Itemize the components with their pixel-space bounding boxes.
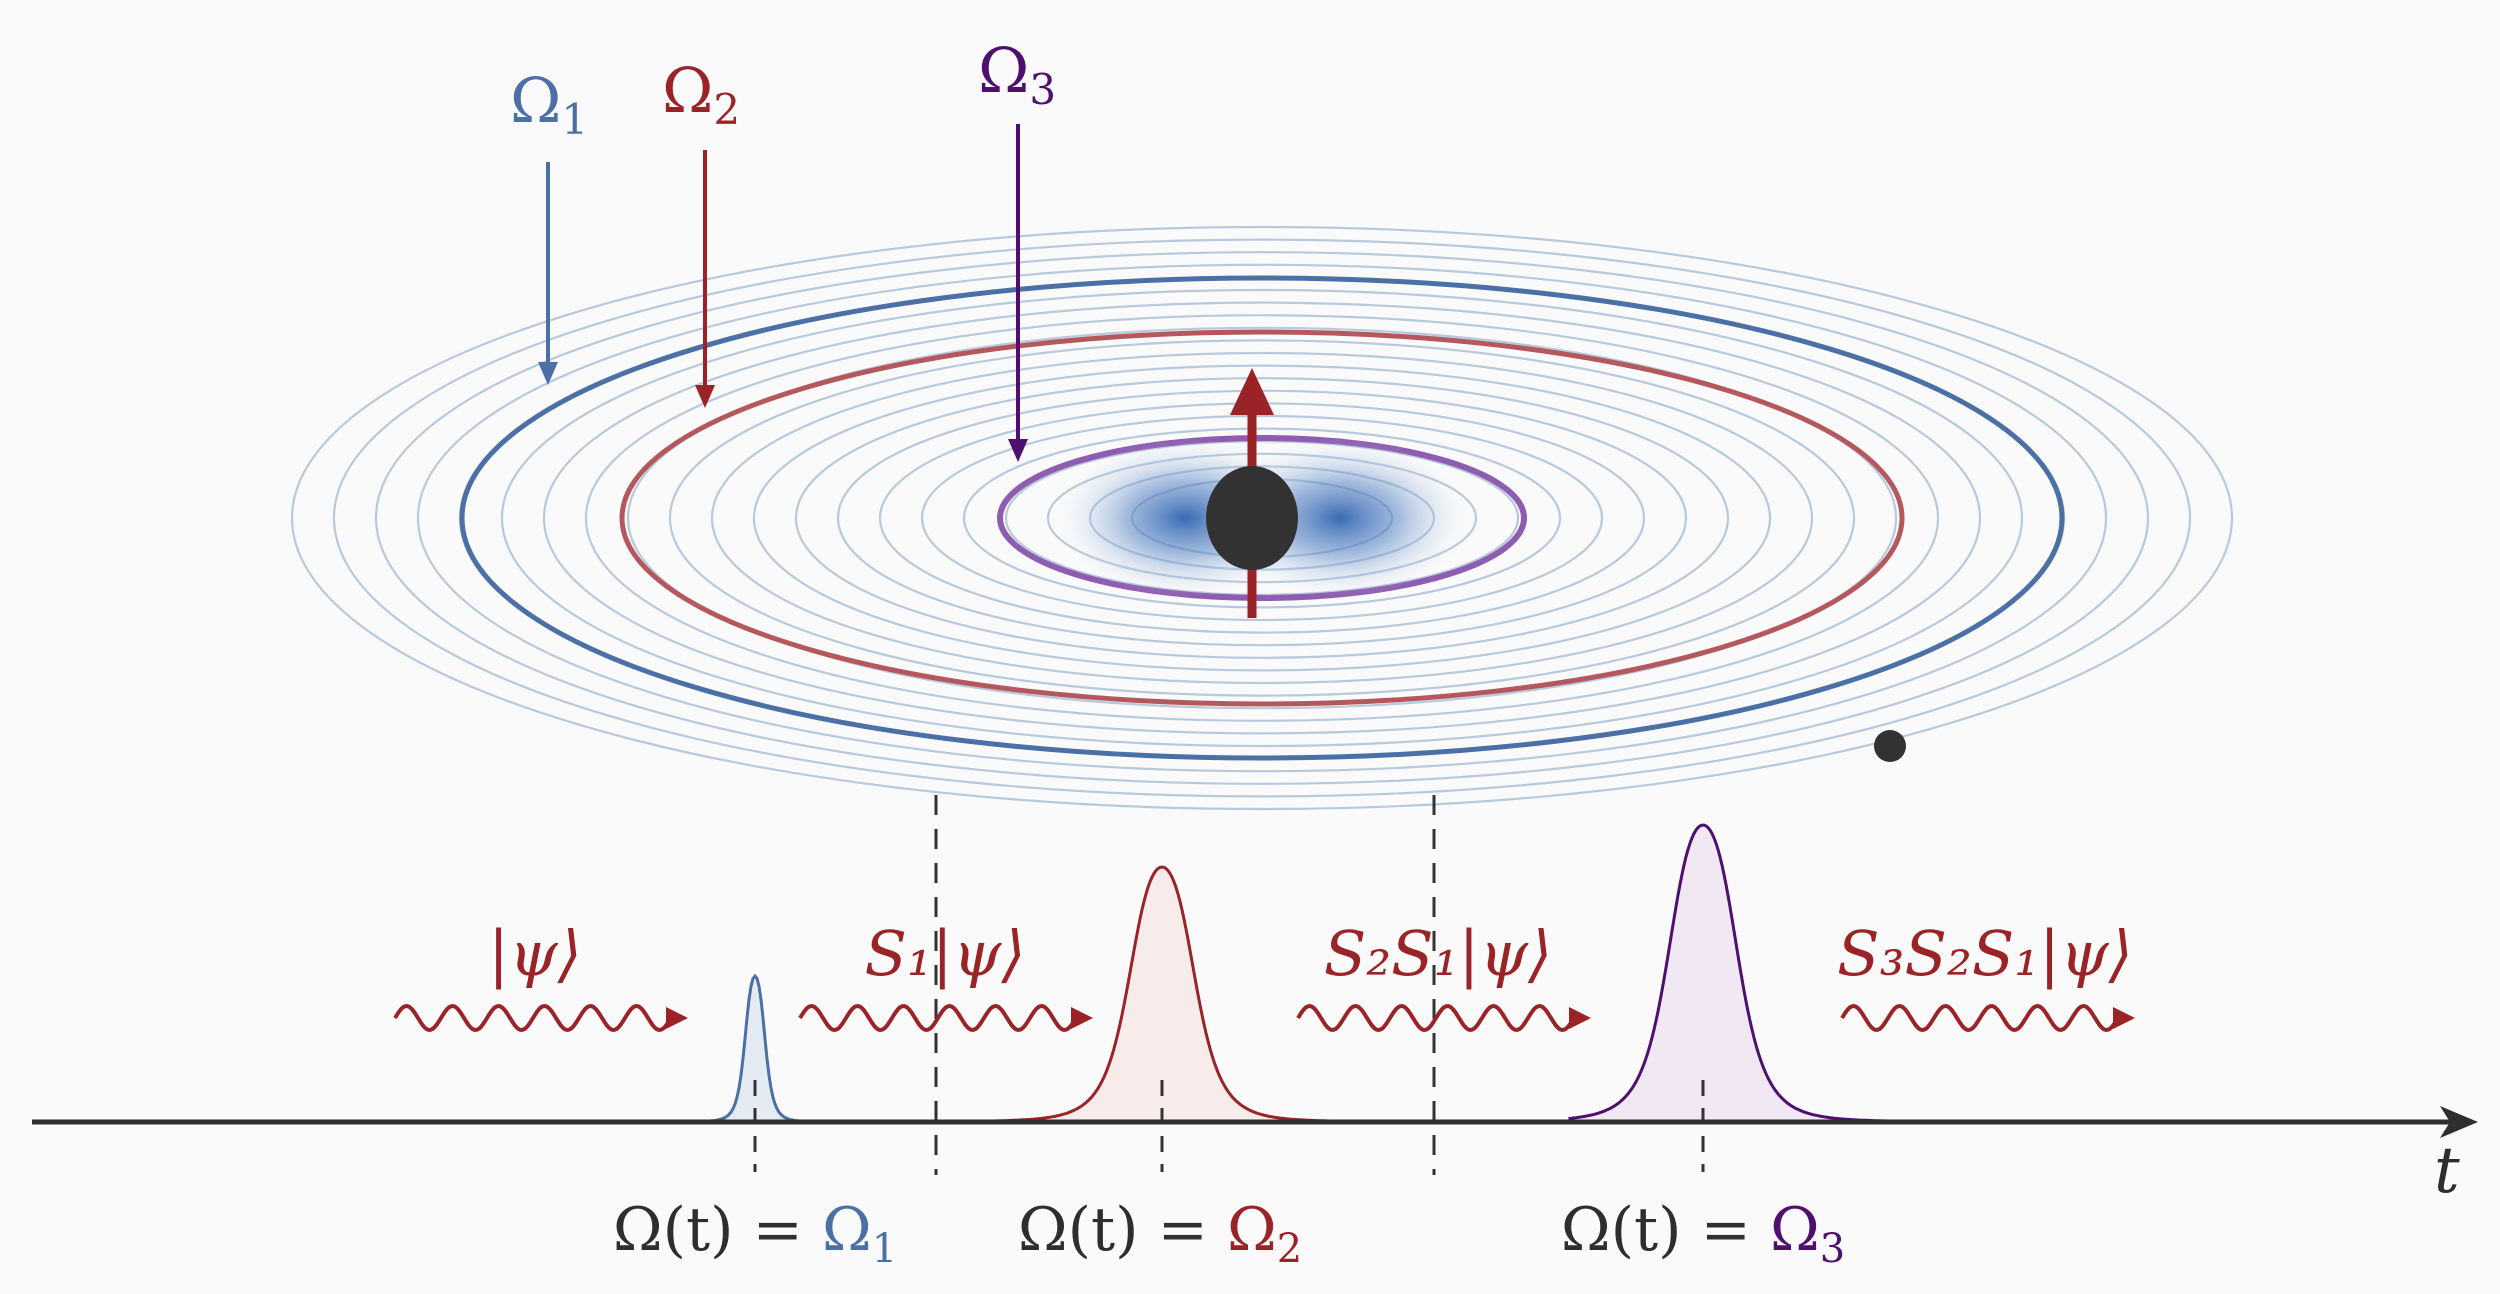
light-ring-13: [584, 314, 1940, 722]
pulse-fill-3: [1570, 825, 2070, 1122]
spin-arrow-head: [1230, 368, 1274, 415]
photon-wave-2: [798, 1003, 1076, 1033]
orbit-omega-2: [619, 329, 1905, 707]
freq-label-1: Ω(t) = Ω1: [613, 1195, 897, 1272]
light-ring-14: [542, 301, 1982, 735]
photon-wave-3: [1296, 1003, 1574, 1033]
photon-wave-arrowhead-4: [2113, 1007, 2135, 1029]
orbit-rings: [290, 225, 2234, 811]
time-axis-label: t: [2434, 1134, 2460, 1208]
light-ring-20: [290, 225, 2234, 811]
light-ring-18: [374, 251, 2150, 785]
light-ring-8: [794, 377, 1730, 659]
frequency-labels: Ω(t) = Ω1 Ω(t) = Ω2 Ω(t) = Ω3: [613, 1195, 1845, 1272]
photon-wave-arrowhead-1: [666, 1007, 688, 1029]
state-label-2: S₁|ψ⟩: [864, 917, 1025, 990]
orbit-label-omega-2: Ω2: [662, 54, 740, 134]
light-ring-11: [668, 339, 1856, 697]
orbit-label-1: Ω1: [510, 64, 588, 385]
photon-wave-arrowhead-2: [1071, 1007, 1093, 1029]
state-label-3: S₂S₁|ψ⟩: [1324, 917, 1552, 990]
time-axis-arrowhead: [2440, 1106, 2478, 1138]
orbit-label-3: Ω3: [978, 34, 1056, 462]
light-ring-12: [626, 326, 1898, 710]
photon-waves: [393, 1003, 2135, 1033]
orbit-label-3-arrowhead: [1008, 439, 1028, 462]
light-ring-3: [1004, 440, 1520, 596]
light-ring-15: [500, 288, 2024, 748]
nucleus: [1206, 466, 1298, 570]
freq-label-2: Ω(t) = Ω2: [1018, 1195, 1302, 1272]
dashed-separators: [934, 795, 1436, 1175]
orbit-omega-1: [459, 275, 2065, 761]
pulse-fill-1: [395, 976, 810, 1122]
atom-core: [1055, 368, 1470, 618]
freq-label-3: Ω(t) = Ω3: [1561, 1195, 1845, 1272]
time-axis: t: [32, 1106, 2478, 1208]
photon-wave-1: [393, 1003, 671, 1033]
light-ring-19: [332, 238, 2192, 798]
state-label-4: S₃S₂S₁|ψ⟩: [1837, 917, 2133, 990]
light-ring-4: [962, 427, 1562, 609]
light-ring-10: [710, 351, 1814, 685]
orbit-label-omega-1: Ω1: [510, 64, 588, 144]
light-ring-9: [752, 364, 1772, 672]
state-label-1: |ψ⟩: [488, 917, 582, 990]
photon-wave-arrowhead-3: [1569, 1007, 1591, 1029]
pulse-fill-2: [810, 867, 1570, 1122]
orbit-label-2-arrowhead: [695, 385, 715, 408]
light-ring-5: [920, 414, 1604, 622]
orbit-label-omega-3: Ω3: [978, 34, 1056, 114]
photon-wave-4: [1840, 1003, 2118, 1033]
orbit-label-2: Ω2: [662, 54, 740, 408]
state-labels: |ψ⟩ S₁|ψ⟩ S₂S₁|ψ⟩ S₃S₂S₁|ψ⟩: [488, 917, 2133, 990]
orbit-label-1-arrowhead: [538, 362, 558, 385]
light-ring-17: [416, 263, 2108, 773]
orbit-omega-3: [997, 435, 1527, 601]
orbiting-electron: [1874, 730, 1906, 762]
